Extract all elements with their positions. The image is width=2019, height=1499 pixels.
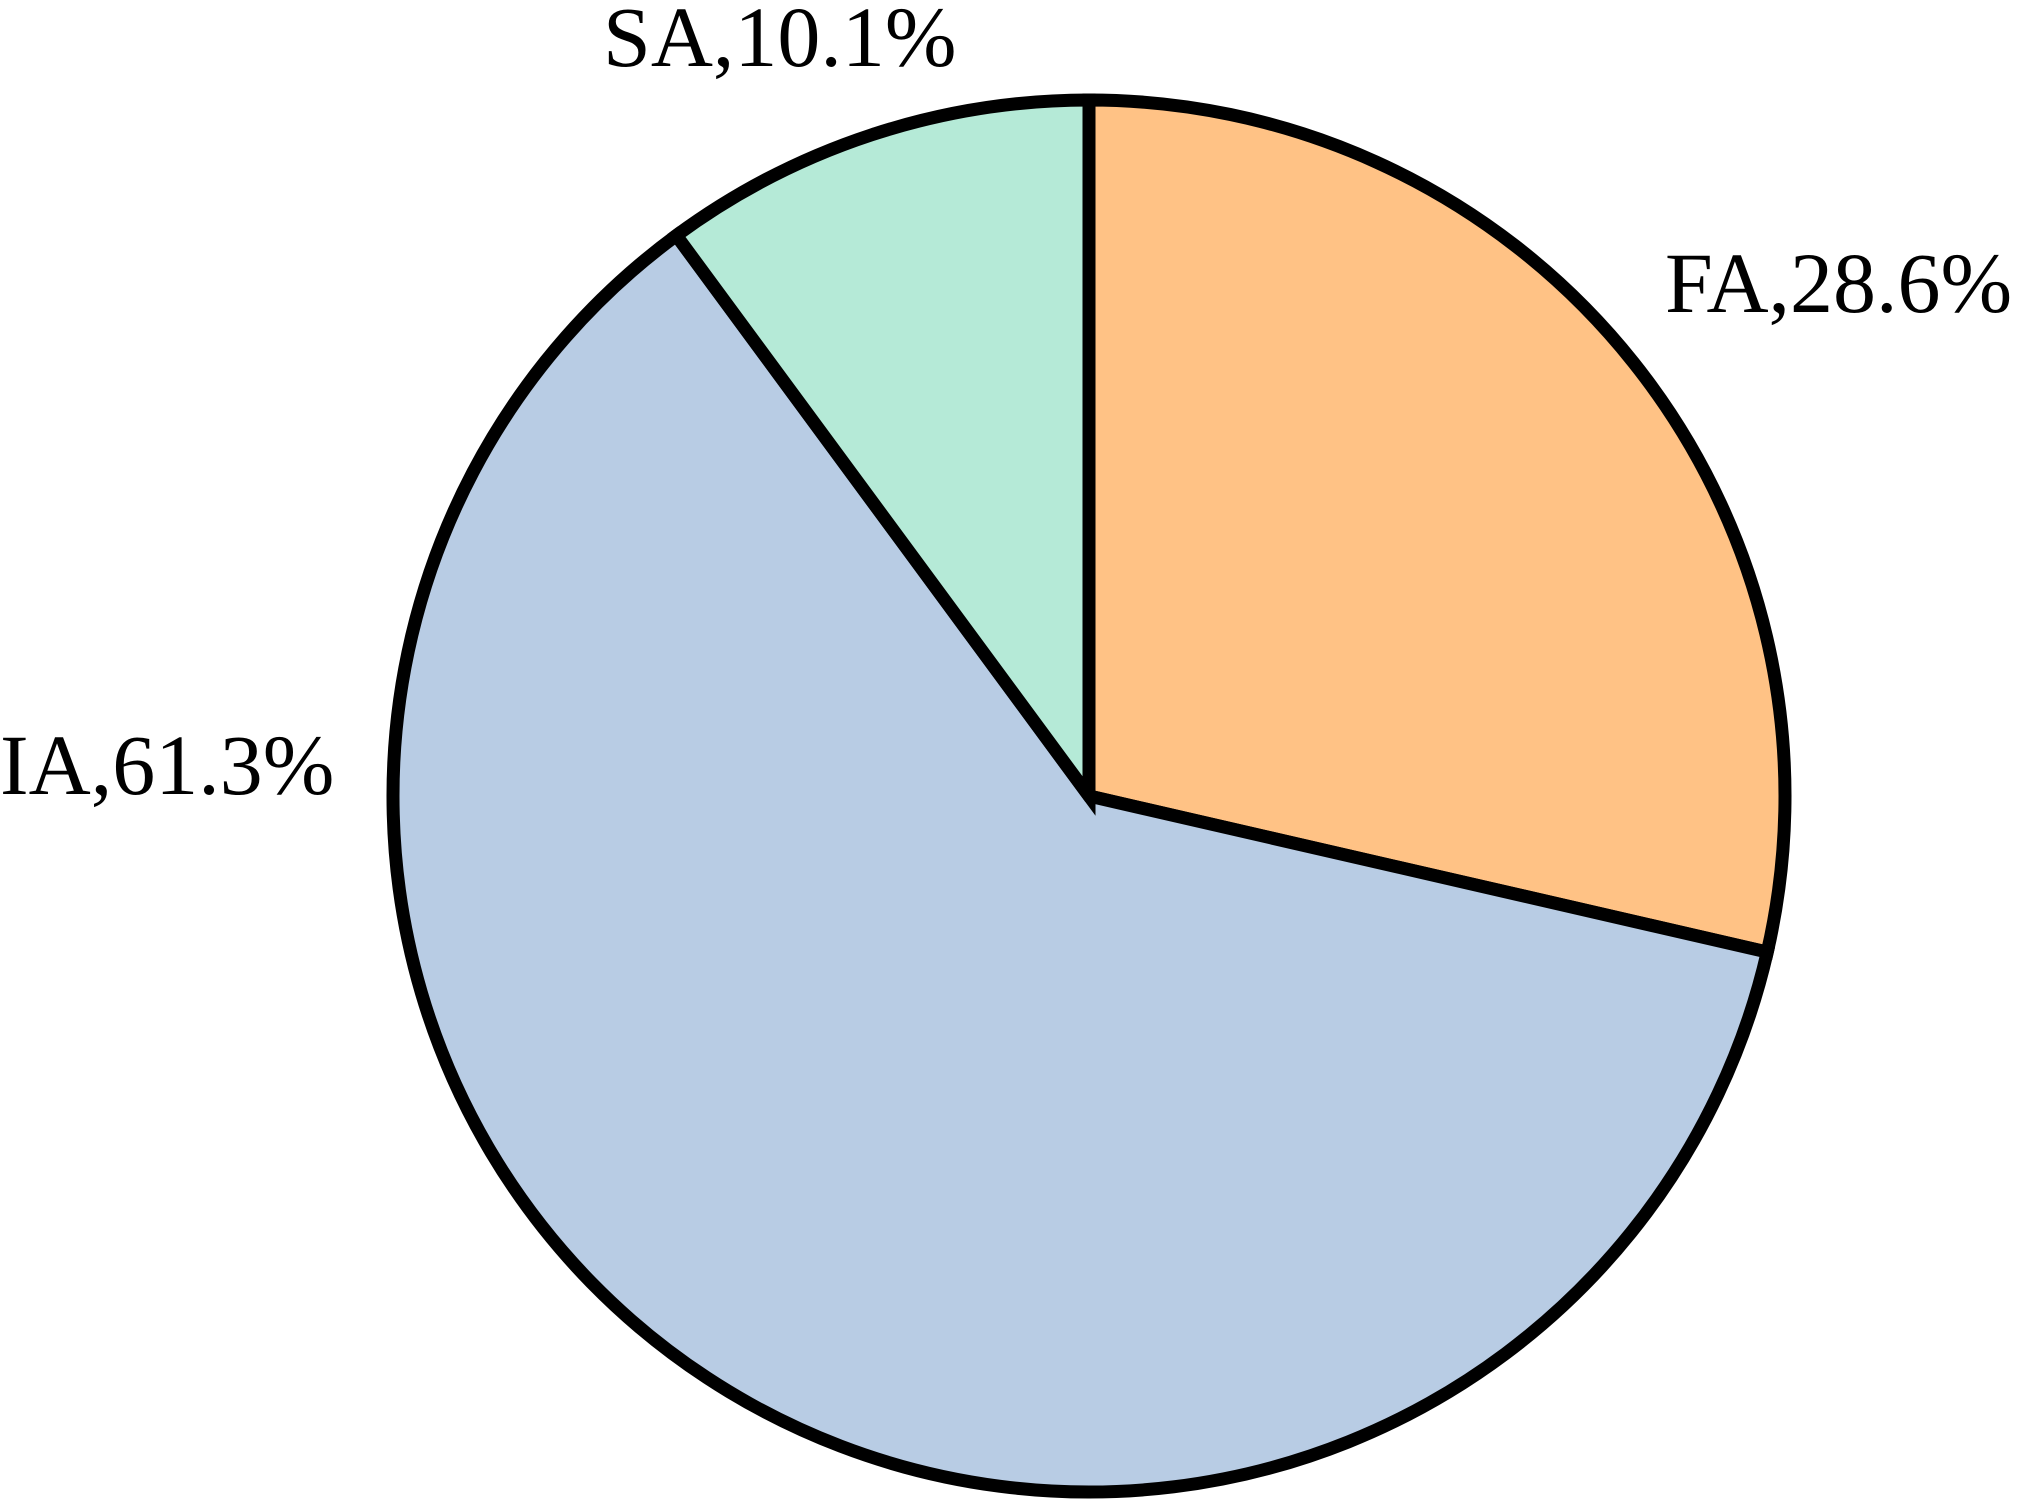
slice-label-sa: SA,10.1% (603, 0, 957, 85)
pie-slice-fa (1082, 93, 1792, 960)
slice-label-fa: FA,28.6% (1665, 235, 2012, 331)
pie-slice-sa (667, 93, 1096, 816)
pie-labels: FA,28.6% IA,61.3% SA,10.1% (0, 0, 2012, 813)
pie-slices (386, 93, 1792, 1499)
pie-slice-ia (386, 226, 1776, 1499)
slice-label-ia: IA,61.3% (0, 717, 334, 813)
